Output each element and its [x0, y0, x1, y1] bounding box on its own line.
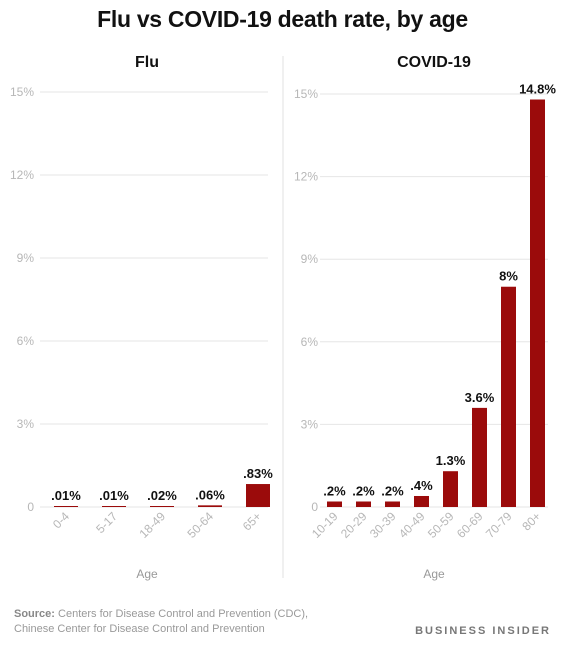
y-tick-label: 0	[27, 500, 34, 514]
x-tick-label: 65+	[240, 509, 264, 533]
x-tick-label: 50-64	[185, 509, 217, 541]
bar	[472, 407, 487, 507]
x-tick-label: 60-69	[454, 509, 486, 541]
source-note: Source: Centers for Disease Control and …	[14, 607, 308, 637]
bar	[356, 501, 371, 507]
y-tick-label: 12%	[294, 170, 318, 184]
bar	[414, 495, 429, 507]
bar	[385, 501, 400, 507]
bar	[198, 505, 222, 507]
x-tick-label: 70-79	[483, 509, 515, 541]
x-tick-label: 40-49	[396, 509, 428, 541]
data-label: .2%	[352, 483, 375, 498]
y-tick-label: 15%	[10, 85, 34, 99]
y-tick-label: 0	[311, 500, 318, 514]
x-axis-label: Age	[136, 567, 158, 581]
bar	[246, 484, 270, 507]
x-tick-label: 50-59	[425, 509, 457, 541]
source-line-2: Chinese Center for Disease Control and P…	[14, 623, 265, 635]
y-tick-label: 6%	[301, 335, 319, 349]
data-label: 14.8%	[519, 82, 556, 97]
y-tick-label: 9%	[17, 251, 35, 265]
x-tick-label: 20-29	[338, 509, 370, 541]
bar	[327, 501, 342, 507]
x-tick-label: 80+	[519, 509, 543, 533]
data-label: .2%	[323, 483, 346, 498]
y-tick-label: 12%	[10, 168, 34, 182]
bar	[501, 286, 516, 507]
x-tick-label: 18-49	[137, 509, 169, 541]
bar	[443, 471, 458, 507]
bar	[54, 506, 78, 507]
bar	[102, 506, 126, 507]
x-axis-label: Age	[423, 567, 445, 581]
x-tick-label: 5-17	[93, 509, 120, 536]
data-label: .2%	[381, 483, 404, 498]
source-label: Source:	[14, 608, 55, 620]
y-tick-label: 6%	[17, 334, 35, 348]
x-tick-label: 0-4	[50, 509, 72, 531]
data-label: 8%	[499, 269, 518, 284]
bar	[530, 99, 545, 508]
source-line-1: Centers for Disease Control and Preventi…	[58, 608, 309, 620]
data-label: .4%	[410, 478, 433, 493]
data-label: .06%	[195, 487, 225, 502]
bar	[150, 506, 174, 507]
data-label: .83%	[243, 466, 273, 481]
flu-panel: Flu 0 3% 6% 9% 12% 15% .01% 0-4 .01% 5-17 .02% 18-49…	[10, 54, 273, 581]
panel-title: Flu	[135, 54, 159, 71]
data-label: .01%	[99, 488, 129, 503]
panel-title: COVID-19	[397, 54, 471, 71]
data-label: .02%	[147, 488, 177, 503]
data-label: 3.6%	[465, 390, 495, 405]
y-tick-label: 3%	[301, 417, 319, 431]
chart-title: Flu vs COVID-19 death rate, by age	[97, 6, 468, 32]
y-tick-label: 3%	[17, 417, 35, 431]
y-tick-label: 15%	[294, 87, 318, 101]
data-label: .01%	[51, 488, 81, 503]
data-label: 1.3%	[436, 453, 466, 468]
covid-panel: COVID-1903%6%9%12%15%.2%10-19.2%20-29.2%…	[294, 54, 556, 581]
y-tick-label: 9%	[301, 252, 319, 266]
x-tick-label: 30-39	[367, 509, 399, 541]
brand-logo: BUSINESS INSIDER	[415, 625, 551, 637]
